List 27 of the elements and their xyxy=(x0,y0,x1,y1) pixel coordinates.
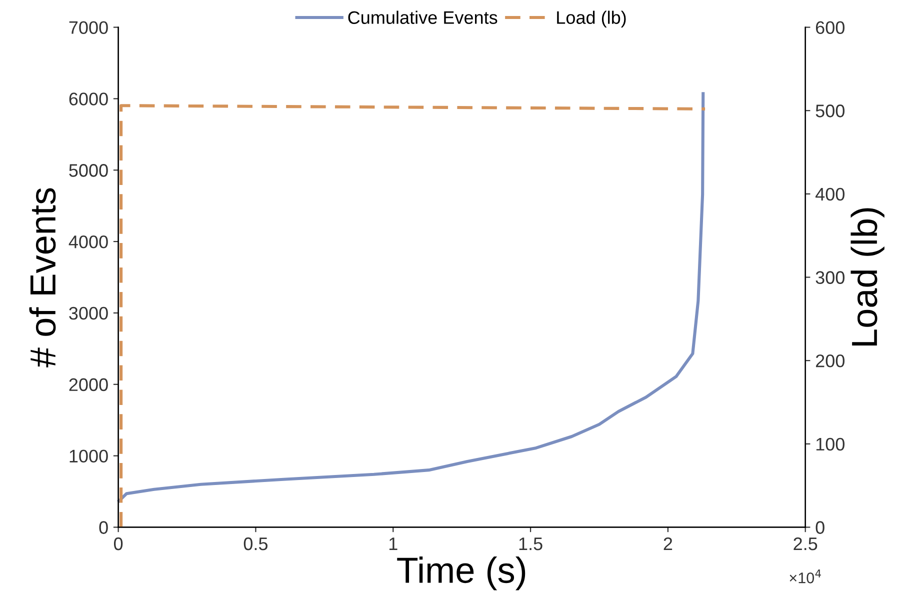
y-tick-label: 0 xyxy=(99,521,108,534)
y-tick-label: 3000 xyxy=(69,306,108,320)
y2-tick-label: 400 xyxy=(815,188,844,201)
y2-tick-label: 100 xyxy=(816,438,844,451)
x-tick-label: 0 xyxy=(114,537,123,550)
y-tick-label: 7000 xyxy=(69,21,108,34)
y2-tick-label: 300 xyxy=(816,271,844,284)
y-tick-label: 5000 xyxy=(69,164,108,177)
legend-label: Load (lb) xyxy=(557,10,626,28)
x-tick-label: 2 xyxy=(664,537,672,550)
y-tick-label: 6000 xyxy=(69,92,108,106)
y2-axis-title: Load (lb) xyxy=(850,208,884,346)
x-tick-label: 1 xyxy=(389,538,398,550)
y2-tick-label: 0 xyxy=(816,521,824,534)
x-tick-label: 0.5 xyxy=(244,537,268,550)
x-tick-label: 2.5 xyxy=(794,537,818,550)
y2-tick-label: 200 xyxy=(816,354,844,368)
legend-label: Cumulative Events xyxy=(348,10,498,24)
y-tick-label: 1000 xyxy=(70,450,108,463)
y-axis-title: # of Events xyxy=(29,188,56,368)
y2-tick-label: 500 xyxy=(816,104,844,118)
y-tick-label: 2000 xyxy=(69,378,108,392)
text: ×10$^{4}$ xyxy=(790,570,821,584)
x-tick-label: 1.5 xyxy=(519,538,542,550)
y-tick-label: 4000 xyxy=(68,235,108,248)
x-axis-title: Time (s) xyxy=(397,556,526,590)
y2-tick-label: 600 xyxy=(816,21,844,34)
